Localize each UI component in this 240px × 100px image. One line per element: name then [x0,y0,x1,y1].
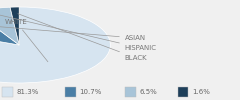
Wedge shape [0,7,19,45]
Text: HISPANIC: HISPANIC [0,15,157,51]
Bar [2,87,13,97]
Text: 10.7%: 10.7% [79,89,102,95]
Bar [65,87,76,97]
Text: ASIAN: ASIAN [0,24,146,41]
Text: 81.3%: 81.3% [17,89,39,95]
Wedge shape [0,7,110,83]
Wedge shape [0,12,19,45]
Text: WHITE: WHITE [5,19,48,62]
Text: 1.6%: 1.6% [192,89,210,95]
Bar [125,87,136,97]
Text: 6.5%: 6.5% [139,89,157,95]
Wedge shape [10,7,19,45]
Bar [178,87,188,97]
Text: BLACK: BLACK [18,14,147,61]
